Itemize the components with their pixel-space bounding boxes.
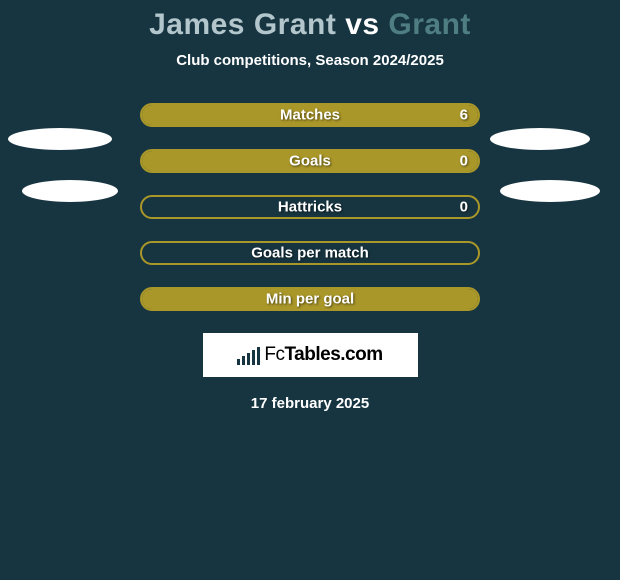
fctables-logo: FcTables.com: [203, 333, 418, 377]
comparison-title: James Grant vs Grant: [149, 8, 471, 42]
stat-bar: Min per goal: [140, 287, 480, 311]
stat-bar: Goals per match: [140, 241, 480, 265]
stat-label: Hattricks: [278, 199, 342, 216]
decorative-ellipse: [8, 128, 112, 150]
stat-row: Goals 0: [0, 149, 620, 173]
logo-text: FcTables.com: [264, 344, 382, 366]
stat-row: Goals per match: [0, 241, 620, 265]
stat-bar: Matches: [140, 103, 480, 127]
stat-value-right: 6: [460, 107, 468, 124]
date-label: 17 february 2025: [251, 395, 369, 412]
player2-name: Grant: [388, 8, 471, 41]
stat-label: Goals per match: [251, 245, 369, 262]
stat-label: Min per goal: [266, 291, 354, 308]
stat-value-right: 0: [460, 199, 468, 216]
stat-label: Matches: [280, 107, 340, 124]
stat-row: Min per goal: [0, 287, 620, 311]
decorative-ellipse: [500, 180, 600, 202]
decorative-ellipse: [490, 128, 590, 150]
stat-bar: Hattricks: [140, 195, 480, 219]
subtitle: Club competitions, Season 2024/2025: [176, 52, 444, 69]
stat-value-right: 0: [460, 153, 468, 170]
logo-bars-icon: [237, 345, 260, 365]
player1-name: James Grant: [149, 8, 336, 41]
stat-row: Matches 6: [0, 103, 620, 127]
stat-label: Goals: [289, 153, 331, 170]
decorative-ellipse: [22, 180, 118, 202]
vs-text: vs: [345, 8, 379, 41]
stat-bar: Goals: [140, 149, 480, 173]
